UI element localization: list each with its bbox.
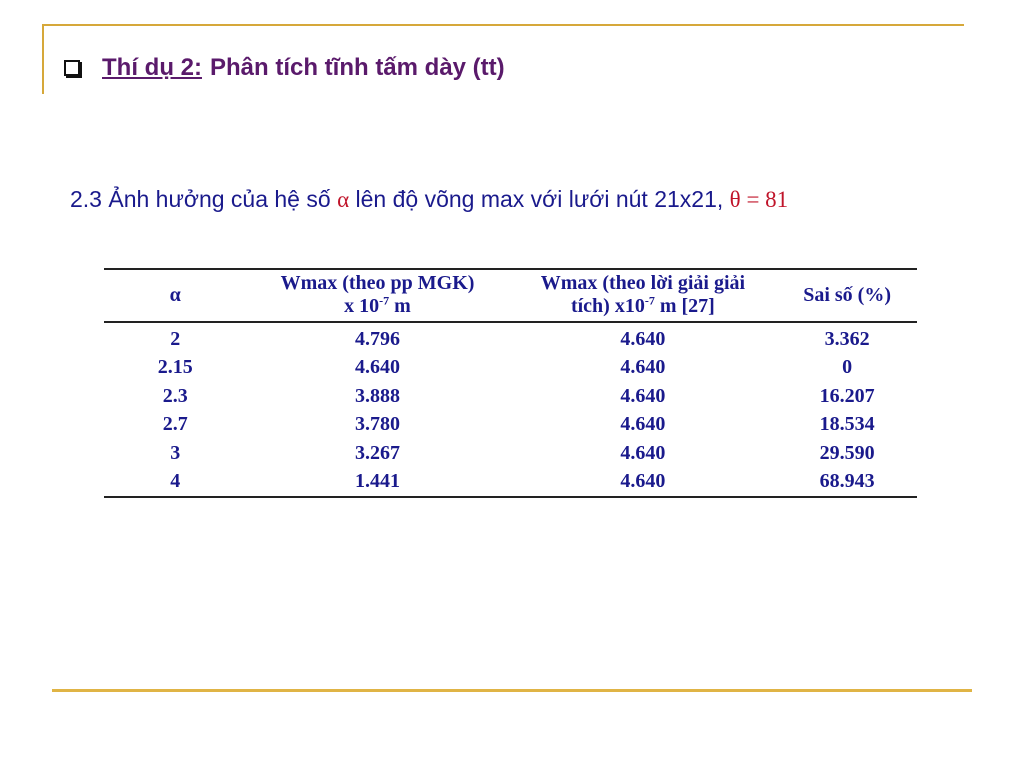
slide-title: Thí dụ 2: Phân tích tĩnh tấm dày (tt) bbox=[64, 52, 505, 84]
cell-wmax-analytic: 4.640 bbox=[620, 356, 666, 379]
cell-error: 29.590 bbox=[819, 441, 875, 464]
cell-alpha: 4 bbox=[170, 470, 181, 493]
table-row: 2.3 3.888 4.640 16.207 bbox=[104, 382, 917, 411]
header-wmax-mgk-unit: x 10 bbox=[344, 295, 380, 317]
cell-wmax-mgk: 3.267 bbox=[355, 441, 401, 464]
section-heading: 2.3 Ảnh hưởng của hệ số α lên độ võng ma… bbox=[70, 186, 788, 213]
cell-wmax-analytic: 4.640 bbox=[620, 384, 666, 407]
cell-alpha: 2.15 bbox=[157, 356, 193, 379]
header-error: Sai số (%) bbox=[803, 283, 892, 306]
header-wmax-analytic-unit: tích) x10 bbox=[570, 295, 645, 317]
header-wmax-mgk: Wmax (theo pp MGK) x 10-7 m bbox=[246, 270, 508, 322]
table-row: 2.7 3.780 4.640 18.534 bbox=[104, 411, 917, 440]
header-wmax-mgk-exp: -7 bbox=[379, 293, 390, 308]
cell-wmax-analytic: 4.640 bbox=[620, 441, 666, 464]
cell-wmax-analytic: 4.640 bbox=[620, 470, 666, 493]
table-row: 4 1.441 4.640 68.943 bbox=[104, 468, 917, 497]
table-row: 3 3.267 4.640 29.590 bbox=[104, 439, 917, 468]
header-wmax-mgk-unit-post: m bbox=[389, 295, 411, 317]
table-row: 2 4.796 4.640 3.362 bbox=[104, 322, 917, 354]
header-alpha: α bbox=[169, 283, 181, 306]
top-rule bbox=[42, 24, 964, 26]
title-text: Phân tích tĩnh tấm dày (tt) bbox=[209, 54, 505, 81]
cell-alpha: 2.3 bbox=[162, 384, 188, 407]
cell-error: 18.534 bbox=[819, 413, 875, 436]
header-wmax-analytic-line1: Wmax (theo lời giải giải bbox=[540, 272, 746, 294]
table-row: 2.15 4.640 4.640 0 bbox=[104, 354, 917, 383]
cell-error: 68.943 bbox=[819, 470, 875, 493]
heading-text: 2.3 Ảnh hưởng của hệ số bbox=[70, 186, 331, 212]
bottom-rule bbox=[52, 689, 972, 692]
cell-wmax-mgk: 4.640 bbox=[355, 356, 401, 379]
cell-error: 3.362 bbox=[824, 327, 870, 350]
header-wmax-analytic-exp: -7 bbox=[644, 293, 655, 308]
cell-alpha: 2.7 bbox=[162, 413, 188, 436]
cell-wmax-analytic: 4.640 bbox=[620, 327, 666, 350]
left-rule bbox=[42, 24, 44, 94]
cell-error: 16.207 bbox=[819, 384, 875, 407]
heading-middle: lên độ võng max với lưới nút 21x21, bbox=[355, 186, 724, 212]
theta-value: θ = 81 bbox=[729, 187, 789, 212]
header-wmax-analytic-unit-post: m [27] bbox=[654, 295, 715, 317]
table-header-row: α Wmax (theo pp MGK) x 10-7 m Wmax (theo… bbox=[104, 270, 917, 322]
title-label: Thí dụ 2: bbox=[102, 54, 202, 81]
cell-wmax-mgk: 1.441 bbox=[355, 470, 401, 493]
header-wmax-mgk-line1: Wmax (theo pp MGK) bbox=[280, 272, 475, 294]
alpha-symbol: α bbox=[337, 187, 350, 212]
cell-wmax-mgk: 3.888 bbox=[355, 384, 401, 407]
cell-alpha: 2 bbox=[170, 327, 181, 350]
cell-alpha: 3 bbox=[170, 441, 181, 464]
header-wmax-analytic: Wmax (theo lời giải giải tích) x10-7 m [… bbox=[509, 270, 778, 322]
checkbox-bullet-icon bbox=[64, 60, 80, 76]
cell-wmax-mgk: 4.796 bbox=[355, 327, 401, 350]
results-table: α Wmax (theo pp MGK) x 10-7 m Wmax (theo… bbox=[104, 268, 917, 498]
cell-wmax-analytic: 4.640 bbox=[620, 413, 666, 436]
cell-wmax-mgk: 3.780 bbox=[355, 413, 401, 436]
cell-error: 0 bbox=[842, 356, 853, 379]
